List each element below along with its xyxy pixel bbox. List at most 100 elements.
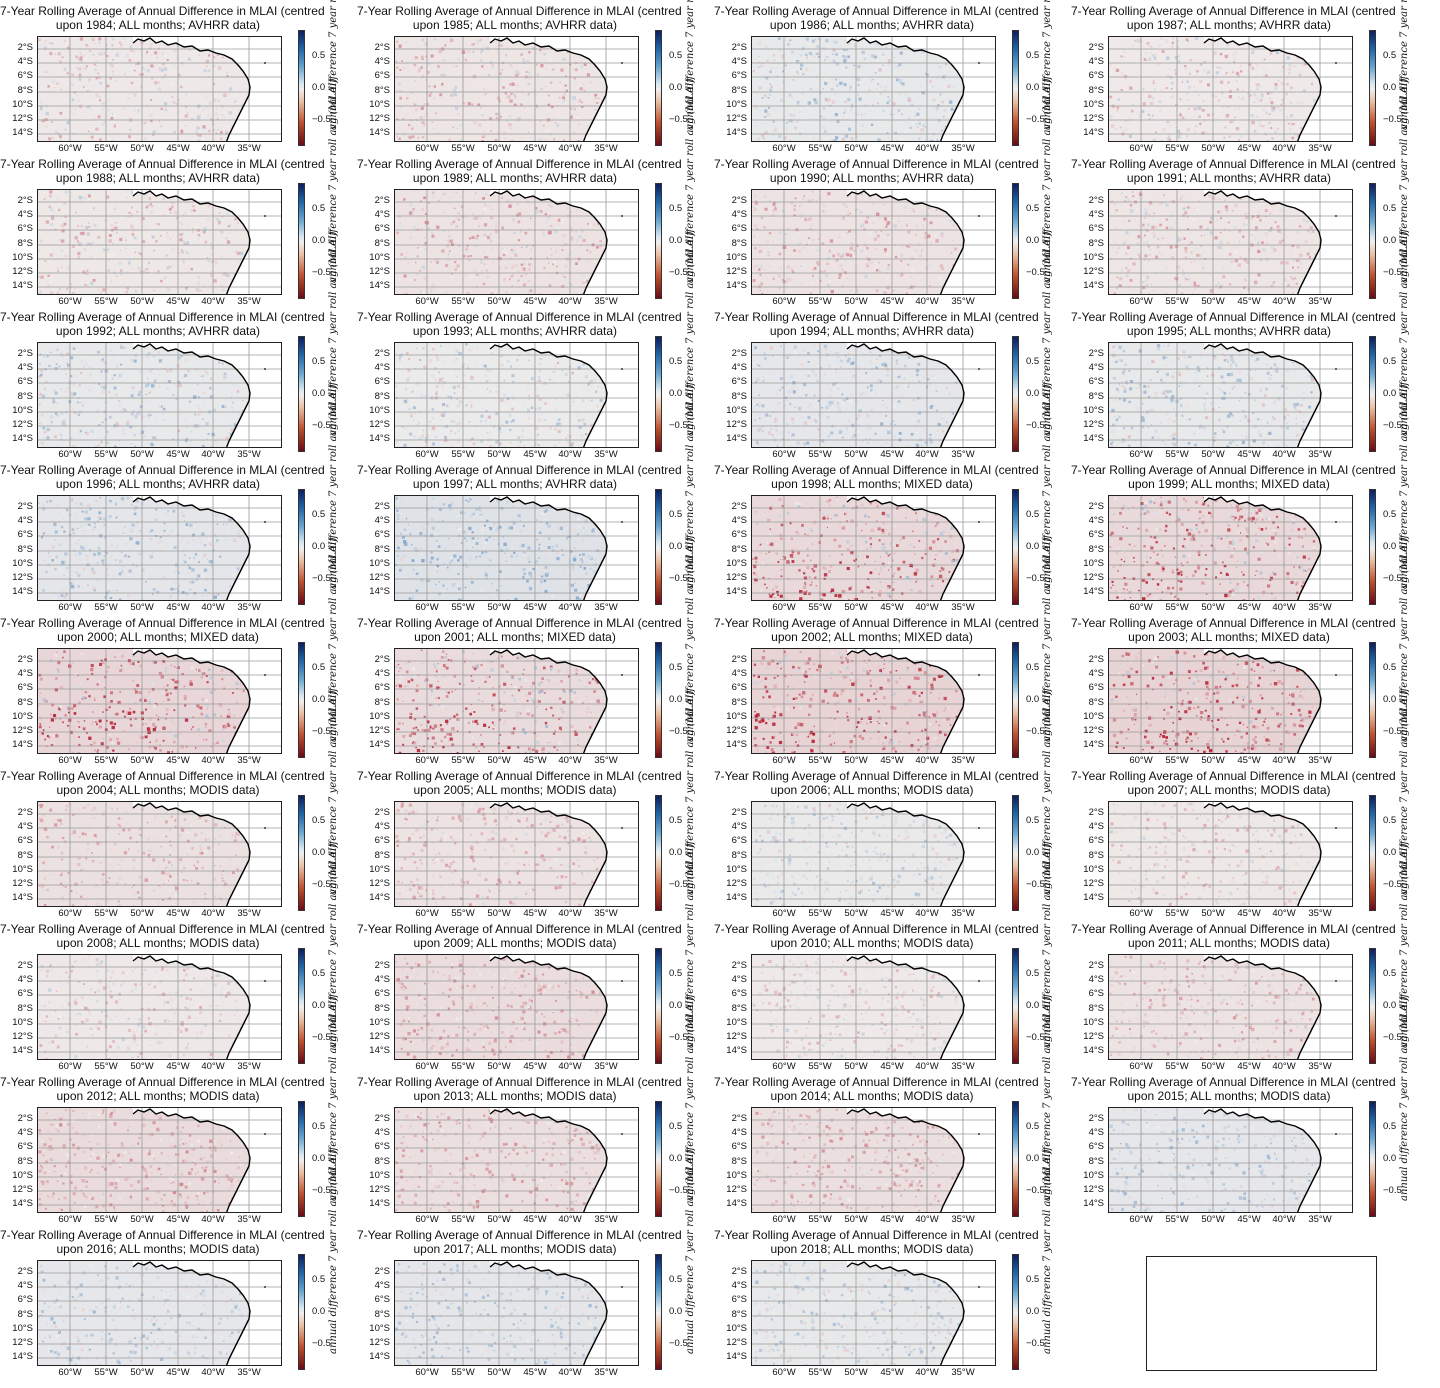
heat-cell [146, 271, 149, 274]
heat-cell [66, 190, 69, 194]
heat-cell [407, 368, 411, 372]
heat-cell [883, 88, 887, 93]
heat-cell [895, 256, 898, 259]
heat-cell [889, 44, 892, 47]
heat-cell [426, 71, 430, 74]
heat-cell [152, 130, 156, 134]
heat-cell [443, 59, 445, 62]
heat-cell [431, 408, 435, 411]
heat-cell [505, 96, 507, 98]
heat-cell [945, 63, 947, 66]
heat-cell [1218, 261, 1220, 263]
heat-cell [1284, 88, 1286, 90]
heat-cell [1270, 91, 1273, 94]
lat-tick-label: 8°S [17, 238, 33, 249]
heat-cell [885, 223, 889, 226]
heat-cell [458, 124, 461, 127]
heat-cell [54, 391, 58, 395]
heat-cell [1184, 64, 1187, 68]
heat-cell [94, 68, 97, 72]
heat-cell [56, 445, 58, 447]
heat-cell [1168, 67, 1170, 70]
heat-cell [242, 399, 244, 402]
heat-cell [181, 62, 184, 65]
heat-cell [456, 113, 459, 116]
heat-cell [498, 227, 502, 231]
lon-tick-label: 40°W [558, 143, 582, 154]
heat-cell [497, 55, 500, 57]
heat-cell [409, 408, 411, 410]
heat-cell [160, 125, 163, 128]
heat-cell [919, 86, 922, 88]
heat-cell [502, 253, 506, 257]
heat-cell [52, 400, 56, 404]
heat-cell [554, 427, 557, 431]
heat-cell [84, 248, 87, 251]
heat-cell [892, 289, 895, 292]
heat-cell [483, 236, 487, 240]
lon-tick-label: 55°W [808, 296, 832, 307]
heat-cell [1306, 222, 1310, 226]
heat-cell [530, 248, 532, 251]
heat-cell [423, 115, 427, 118]
heat-cell [84, 283, 86, 285]
lon-tick-label: 55°W [451, 296, 475, 307]
heat-cell [111, 37, 115, 41]
heat-cell [457, 58, 460, 60]
heat-cell [435, 385, 439, 389]
heat-cell [78, 195, 83, 200]
heat-cell [546, 134, 549, 136]
heat-cell [509, 240, 514, 244]
heat-cell [930, 139, 934, 141]
heat-cell [516, 358, 519, 362]
heat-cell [136, 193, 139, 195]
heat-cell [1187, 39, 1189, 42]
heat-cell [567, 415, 569, 417]
heat-cell [408, 68, 411, 71]
heat-cell [536, 405, 538, 407]
heat-cell [899, 81, 902, 84]
heat-cell [65, 287, 69, 290]
heat-cell [64, 40, 66, 42]
heat-cell [445, 51, 448, 53]
heat-cell [112, 242, 114, 245]
heat-cell [1127, 269, 1131, 273]
heat-cell [226, 433, 229, 435]
heat-cell [116, 273, 119, 276]
heat-cell [1312, 81, 1314, 83]
heat-cell [80, 60, 83, 63]
heat-cell [154, 51, 158, 55]
heat-cell [766, 83, 769, 86]
heat-cell [1191, 292, 1195, 294]
heat-cell [1115, 287, 1118, 290]
heat-cell [1258, 123, 1263, 128]
heat-cell [867, 262, 871, 266]
heat-cell [504, 130, 506, 132]
heat-cell [754, 208, 757, 211]
heat-cell [863, 228, 866, 231]
heat-cell [472, 442, 476, 446]
heat-cell [186, 441, 188, 443]
heat-cell [1208, 140, 1210, 141]
heat-cell [75, 381, 78, 384]
heat-cell [789, 139, 792, 141]
heat-cell [1138, 114, 1142, 119]
heat-cell [146, 371, 148, 374]
heat-cell [539, 363, 542, 366]
heat-cell [119, 399, 122, 401]
heat-cell [42, 426, 46, 430]
heat-cell [1145, 265, 1149, 268]
heat-cell [53, 37, 55, 39]
heat-cell [815, 53, 818, 55]
heat-cell [537, 444, 540, 447]
heat-cell [790, 283, 793, 286]
heat-cell [823, 130, 827, 133]
heat-cell [846, 232, 848, 234]
heat-cell [197, 396, 200, 399]
heat-cell [522, 58, 525, 61]
heat-cell [581, 418, 585, 422]
heat-cell [1234, 51, 1237, 55]
heat-cell [593, 65, 595, 68]
lat-tick-label: 8°S [731, 238, 747, 249]
heat-cell [210, 245, 214, 250]
